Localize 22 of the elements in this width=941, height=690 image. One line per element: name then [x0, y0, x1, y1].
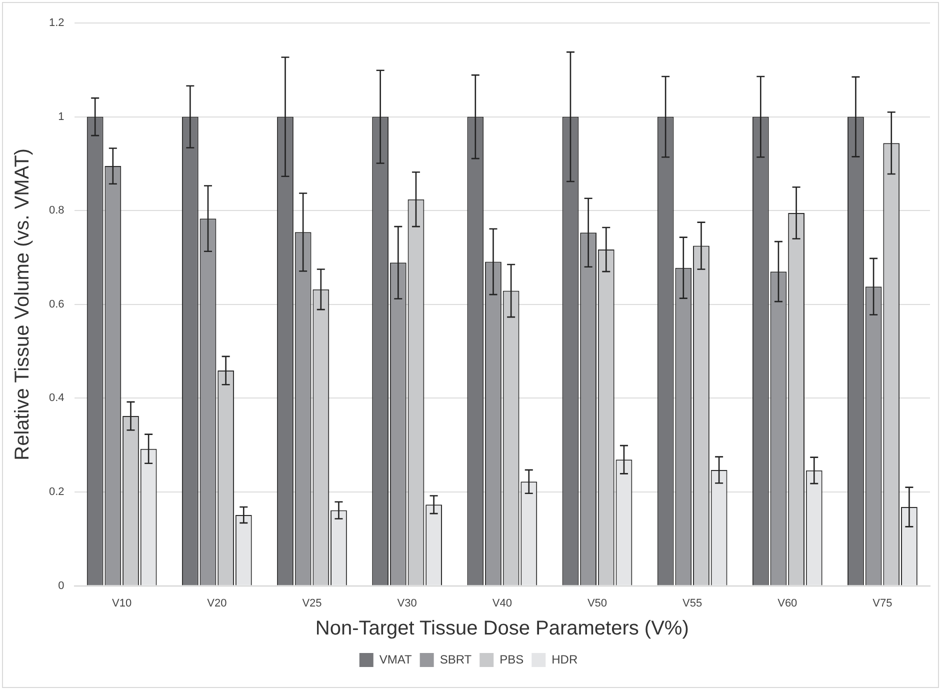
x-tick-label: V60 — [778, 597, 798, 610]
legend-label: VMAT — [379, 652, 412, 666]
legend-label: PBS — [500, 652, 524, 666]
x-tick-label: V40 — [492, 597, 512, 610]
x-tick-label: V30 — [397, 597, 417, 610]
y-tick-label: 0.8 — [48, 204, 64, 217]
x-axis-title: Non-Target Tissue Dose Parameters (V%) — [315, 618, 689, 640]
y-tick-label: 0.6 — [48, 298, 64, 310]
x-tick-label: V25 — [302, 597, 322, 610]
legend-label: SBRT — [440, 652, 472, 666]
y-tick-label: 1 — [58, 110, 64, 123]
y-axis-title: Relative Tissue Volume (vs. VMAT) — [12, 148, 34, 460]
y-tick-label: 0 — [58, 580, 64, 592]
x-tick-label: V20 — [207, 597, 227, 610]
legend-label: HDR — [552, 652, 578, 666]
y-tick-label: 1.2 — [48, 17, 64, 30]
x-tick-label: V50 — [587, 597, 608, 610]
x-tick-label: V55 — [682, 597, 702, 610]
y-tick-label: 0.4 — [48, 392, 64, 404]
y-tick-label: 0.2 — [48, 486, 64, 498]
x-tick-label: V10 — [112, 597, 132, 610]
x-tick-label: V75 — [872, 597, 892, 610]
